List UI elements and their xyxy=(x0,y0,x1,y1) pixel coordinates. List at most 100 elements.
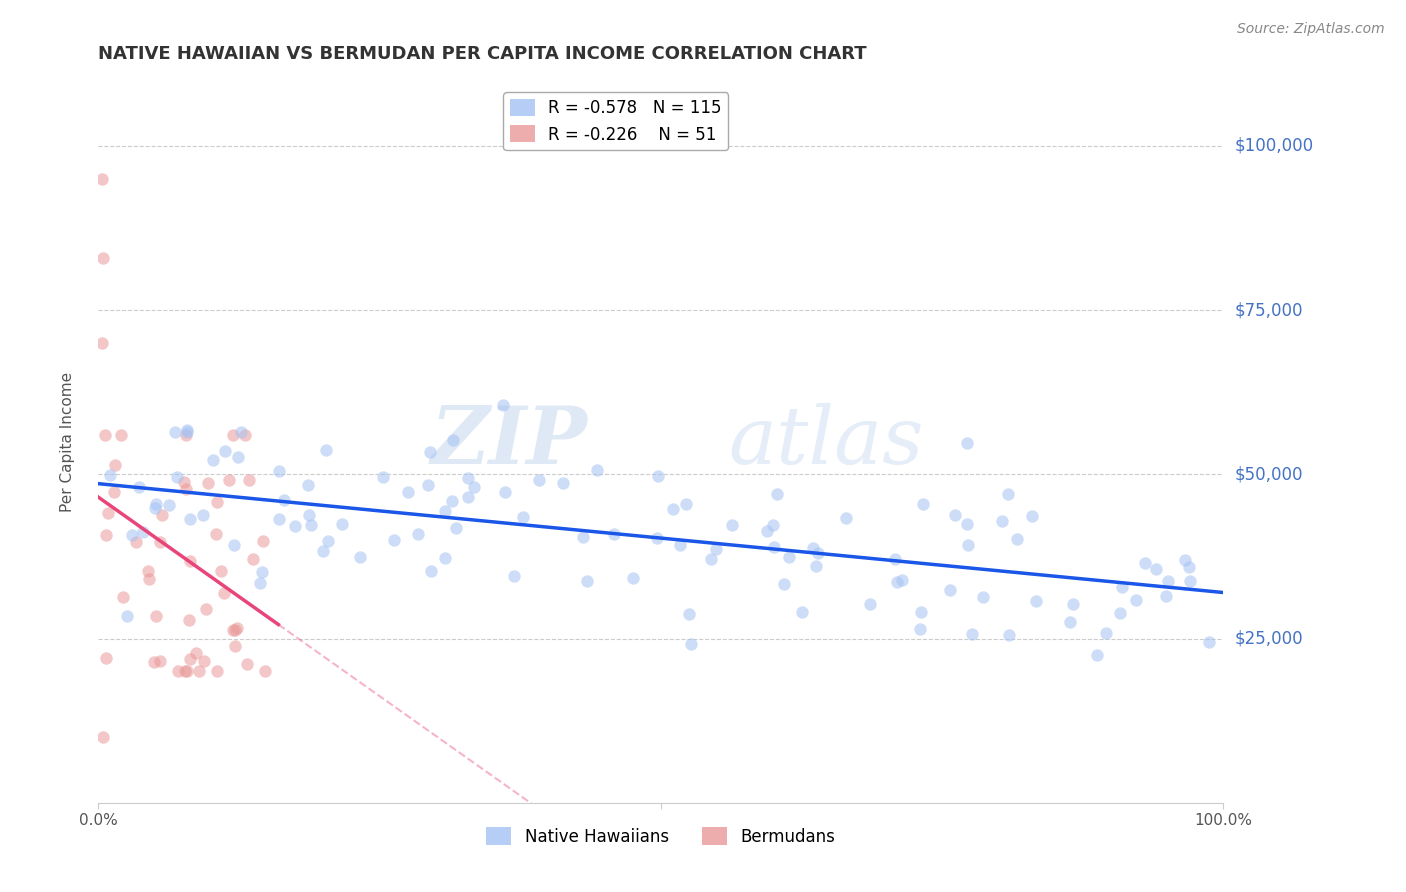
Point xyxy=(176,665,198,679)
Point xyxy=(433,503,456,517)
Point xyxy=(202,452,225,467)
Point xyxy=(721,517,744,532)
Point xyxy=(675,497,697,511)
Point xyxy=(910,605,932,619)
Point xyxy=(142,655,165,669)
Point xyxy=(419,444,441,458)
Point xyxy=(138,572,160,586)
Point xyxy=(233,428,256,442)
Point xyxy=(420,564,443,578)
Text: $25,000: $25,000 xyxy=(1234,630,1303,648)
Point xyxy=(1021,508,1043,523)
Point xyxy=(238,473,260,487)
Point xyxy=(90,336,112,351)
Point xyxy=(94,528,117,542)
Point xyxy=(1133,556,1156,570)
Point xyxy=(214,444,236,458)
Point xyxy=(681,637,703,651)
Point xyxy=(382,533,405,547)
Point xyxy=(267,464,290,478)
Point xyxy=(165,425,187,439)
Point xyxy=(647,469,669,483)
Point xyxy=(1154,589,1177,603)
Point xyxy=(441,433,464,447)
Y-axis label: Per Capita Income: Per Capita Income xyxy=(60,371,75,512)
Point xyxy=(945,508,967,523)
Point xyxy=(174,665,197,679)
Point xyxy=(956,436,979,450)
Point xyxy=(152,508,174,523)
Point xyxy=(94,650,117,665)
Point xyxy=(1198,635,1220,649)
Point xyxy=(790,606,813,620)
Point xyxy=(273,492,295,507)
Point xyxy=(209,564,232,578)
Point xyxy=(571,530,593,544)
Point xyxy=(585,463,607,477)
Point xyxy=(177,614,200,628)
Point xyxy=(166,665,188,679)
Point xyxy=(1059,615,1081,629)
Point xyxy=(299,517,322,532)
Point xyxy=(205,665,228,679)
Point xyxy=(891,573,914,587)
Text: NATIVE HAWAIIAN VS BERMUDAN PER CAPITA INCOME CORRELATION CHART: NATIVE HAWAIIAN VS BERMUDAN PER CAPITA I… xyxy=(98,45,868,63)
Point xyxy=(1178,559,1201,574)
Point xyxy=(576,574,599,589)
Point xyxy=(176,425,198,439)
Point xyxy=(207,495,229,509)
Point xyxy=(91,251,114,265)
Point xyxy=(553,475,575,490)
Point xyxy=(131,525,153,540)
Point xyxy=(312,544,335,558)
Point xyxy=(806,545,828,559)
Point xyxy=(704,541,727,556)
Point xyxy=(315,443,337,458)
Point xyxy=(801,541,824,555)
Point xyxy=(859,597,882,611)
Point xyxy=(197,476,219,491)
Point xyxy=(173,475,195,490)
Point xyxy=(187,665,209,679)
Point xyxy=(174,428,197,442)
Point xyxy=(512,509,534,524)
Point xyxy=(991,514,1014,528)
Text: $75,000: $75,000 xyxy=(1234,301,1303,319)
Point xyxy=(371,470,394,484)
Point xyxy=(1085,648,1108,662)
Point xyxy=(1157,574,1180,588)
Point xyxy=(972,591,994,605)
Point xyxy=(149,535,172,549)
Point xyxy=(226,450,249,465)
Point xyxy=(1005,533,1028,547)
Point xyxy=(1144,561,1167,575)
Point xyxy=(1174,553,1197,567)
Point xyxy=(145,497,167,511)
Point xyxy=(298,508,321,522)
Point xyxy=(193,655,215,669)
Point xyxy=(224,639,246,653)
Point xyxy=(98,468,121,483)
Point xyxy=(143,501,166,516)
Point xyxy=(104,458,127,472)
Point xyxy=(179,652,201,666)
Point xyxy=(1108,606,1130,620)
Point xyxy=(205,526,228,541)
Point xyxy=(908,622,931,636)
Text: $50,000: $50,000 xyxy=(1234,466,1303,483)
Point xyxy=(441,494,464,508)
Point xyxy=(179,554,201,568)
Point xyxy=(457,471,479,485)
Point xyxy=(603,526,626,541)
Point xyxy=(756,524,779,539)
Point xyxy=(93,428,115,442)
Point xyxy=(191,508,214,522)
Point xyxy=(229,425,252,439)
Text: ZIP: ZIP xyxy=(430,403,588,480)
Point xyxy=(956,517,979,532)
Point xyxy=(91,730,114,744)
Point xyxy=(242,552,264,566)
Point xyxy=(621,571,644,585)
Point xyxy=(494,484,516,499)
Point xyxy=(125,535,148,549)
